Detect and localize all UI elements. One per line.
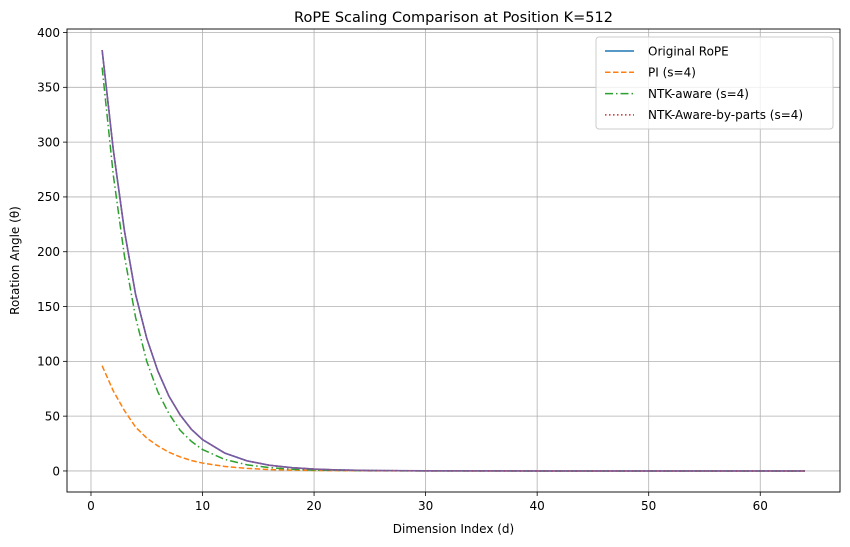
- legend-label-original-rope: Original RoPE: [648, 44, 729, 58]
- plot-frame: [66, 28, 841, 493]
- y-tick-label: 150: [37, 300, 60, 314]
- series-layer: [101, 49, 805, 472]
- legend-box: [595, 36, 834, 130]
- legend-label-ntk-aware: NTK-aware (s=4): [648, 87, 749, 101]
- grid: [67, 29, 840, 492]
- x-tick-label: 60: [753, 499, 768, 513]
- x-tick-label: 20: [306, 499, 321, 513]
- x-tick-label: 30: [418, 499, 433, 513]
- y-tick-label: 400: [37, 26, 60, 40]
- y-tick-label: 50: [45, 409, 60, 423]
- legend-label-pi: PI (s=4): [648, 66, 696, 80]
- y-tick-label: 0: [52, 464, 60, 478]
- x-tick-label: 50: [641, 499, 656, 513]
- series-overlap-line: [101, 49, 805, 472]
- y-tick-label: 100: [37, 355, 60, 369]
- y-tick-label: 250: [37, 190, 60, 204]
- x-tick-label: 10: [195, 499, 210, 513]
- legend-label-ntk-aware-by-parts: NTK-Aware-by-parts (s=4): [648, 108, 803, 122]
- ticks: 0 10 20 30 40 50 60 0 50 100 150 200 250 300 350 400: [37, 26, 768, 513]
- x-tick-label: 40: [530, 499, 545, 513]
- legend: Original RoPE PI (s=4) NTK-aware (s=4) NTK-…: [595, 36, 834, 130]
- y-tick-label: 200: [37, 245, 60, 259]
- chart-title: RoPE Scaling Comparison at Position K=51…: [294, 10, 613, 26]
- x-tick-label: 0: [87, 499, 95, 513]
- x-axis-title: Dimension Index (d): [393, 522, 514, 536]
- y-tick-label: 300: [37, 135, 60, 149]
- y-tick-label: 350: [37, 81, 60, 95]
- y-axis-title: Rotation Angle (θ): [8, 206, 22, 315]
